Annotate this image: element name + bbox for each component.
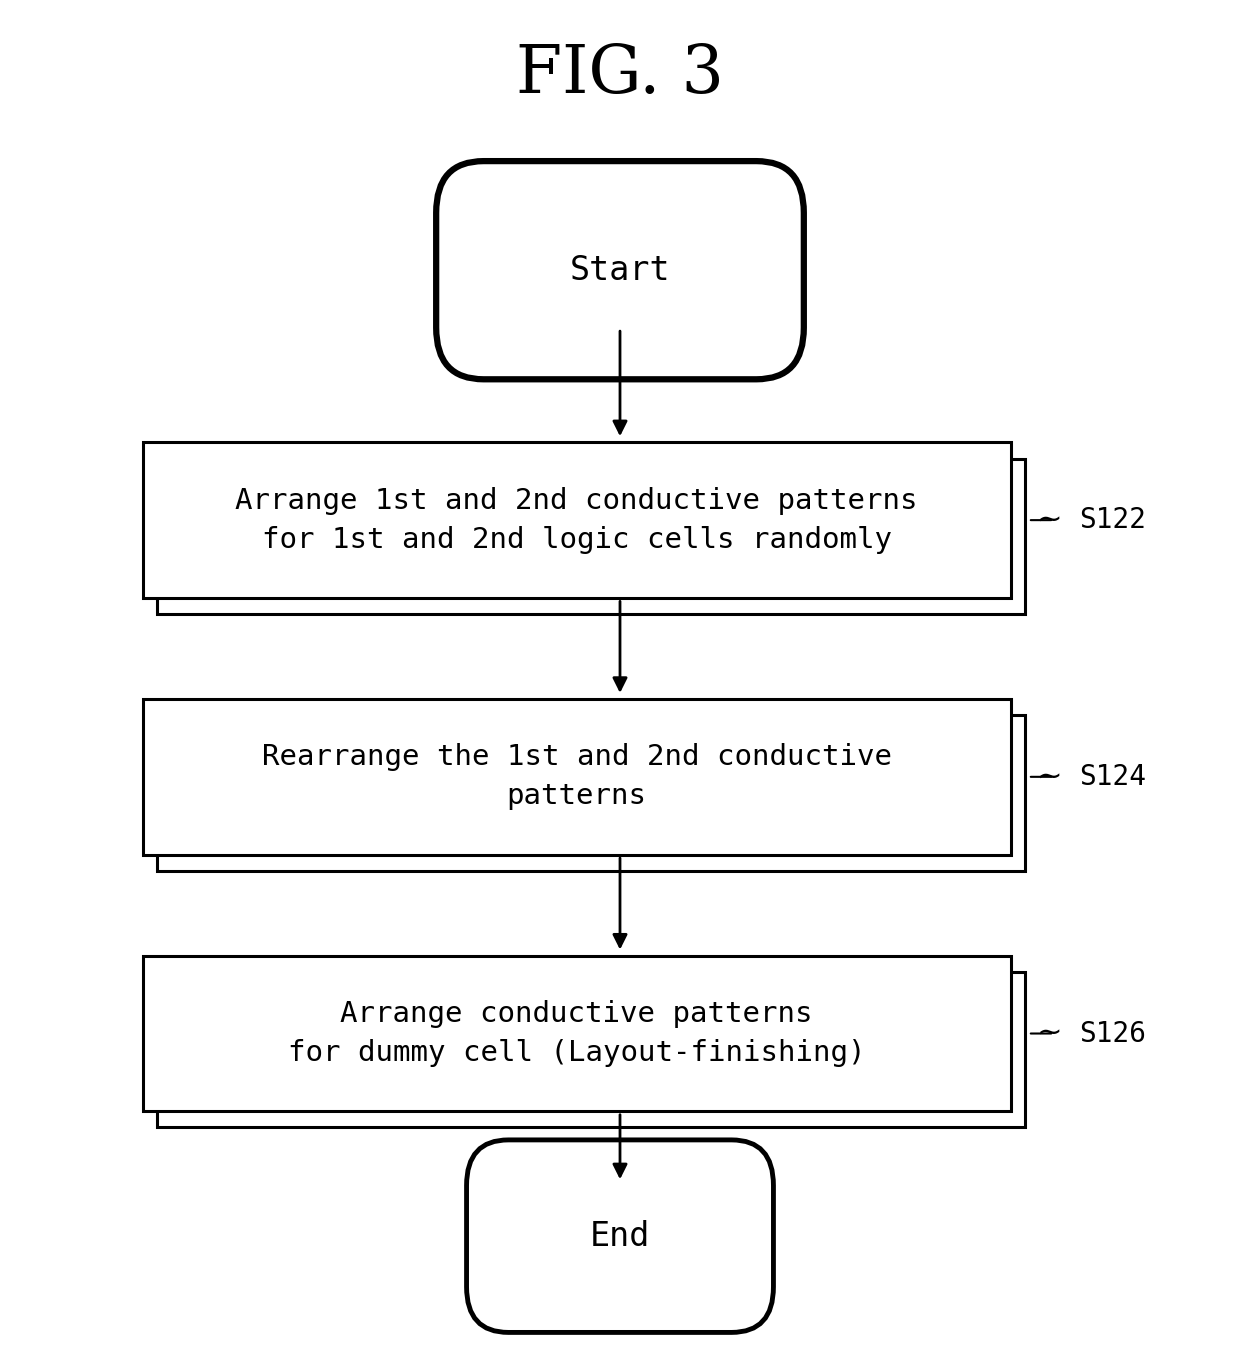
FancyBboxPatch shape: [466, 1140, 774, 1332]
Text: End: End: [590, 1220, 650, 1252]
FancyBboxPatch shape: [436, 161, 804, 380]
Text: S126: S126: [1079, 1020, 1146, 1047]
Text: S122: S122: [1079, 507, 1146, 534]
Text: ~: ~: [1037, 1019, 1063, 1048]
Text: Rearrange the 1st and 2nd conductive
patterns: Rearrange the 1st and 2nd conductive pat…: [262, 743, 892, 811]
Bar: [143, 700, 1011, 855]
Bar: [143, 443, 1011, 597]
Bar: [157, 973, 1025, 1127]
Text: Arrange conductive patterns
for dummy cell (Layout-finishing): Arrange conductive patterns for dummy ce…: [288, 1000, 866, 1067]
Bar: [143, 957, 1011, 1111]
Bar: [157, 459, 1025, 613]
Text: S124: S124: [1079, 763, 1146, 790]
Text: FIG. 3: FIG. 3: [516, 42, 724, 107]
Text: ~: ~: [1037, 505, 1063, 535]
Bar: [157, 716, 1025, 871]
Text: Start: Start: [569, 254, 671, 286]
Text: Arrange 1st and 2nd conductive patterns
for 1st and 2nd logic cells randomly: Arrange 1st and 2nd conductive patterns …: [236, 486, 918, 554]
Text: ~: ~: [1037, 762, 1063, 792]
